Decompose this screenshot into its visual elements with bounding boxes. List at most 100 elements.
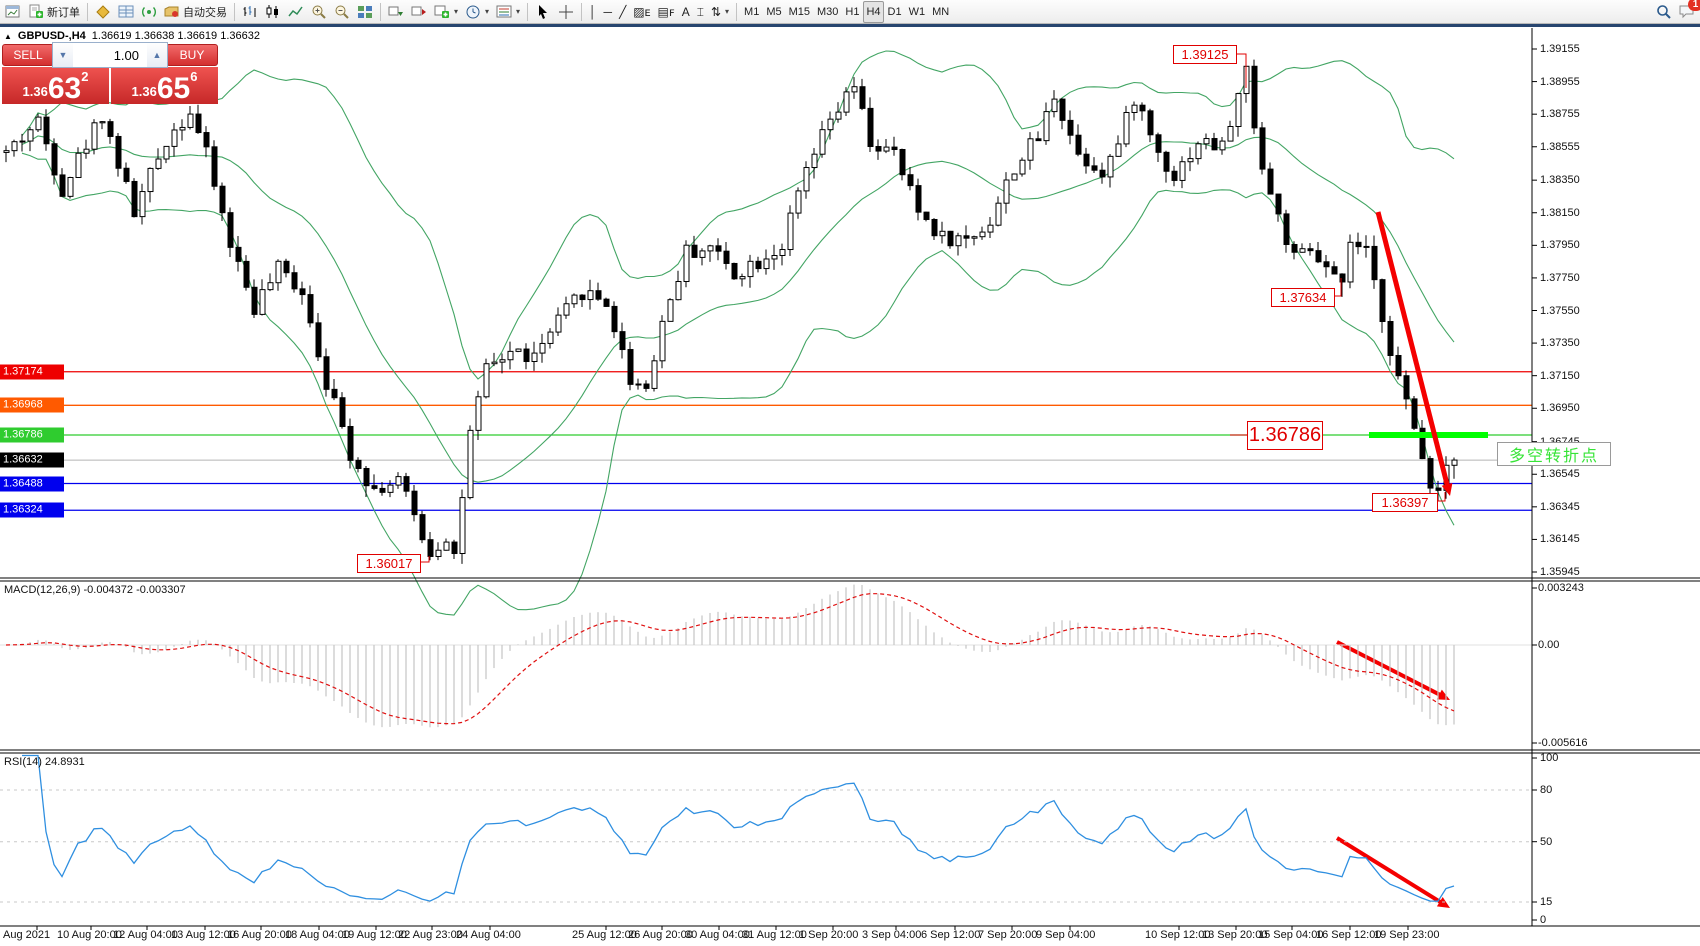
price-tag-1.36324: 1.36324 [0,502,64,518]
chart-shift-icon[interactable] [408,2,430,22]
market-watch-icon[interactable] [115,2,137,22]
timeframe-W1[interactable]: W1 [908,5,926,18]
time-label: 13 Aug 12:00 [171,929,236,941]
template-icon[interactable]: ▾ [493,2,523,22]
sell-price-sup: 2 [81,69,89,84]
panel-splitter-macd[interactable] [0,577,1700,582]
price-tick: 1.35945 [1540,566,1580,578]
macd-tick: -0.005616 [1538,737,1588,749]
buy-button[interactable]: BUY [166,44,218,66]
zoom-in-icon[interactable] [308,2,330,22]
time-label: 1 Sep 20:00 [799,929,859,941]
autotrading-button[interactable]: 自动交易 [161,2,230,22]
signal-glyph [142,6,156,17]
buy-price-button[interactable]: 1.36 65 6 [111,67,218,104]
diamond-glyph [96,4,110,19]
channel-icon[interactable]: ▨ᴇ [633,4,651,19]
text-icon[interactable]: A [681,4,690,19]
sell-price-button[interactable]: 1.36 63 2 [2,67,109,104]
sell-button[interactable]: SELL [2,44,54,66]
timeframe-M30[interactable]: M30 [817,5,839,18]
doc-glyph [29,4,43,18]
price-tick: 1.39155 [1540,43,1580,55]
candle-chart-icon[interactable] [262,2,284,22]
chartplus-glyph [434,5,449,18]
red-arrow-1[interactable] [1375,211,1453,496]
timeframe-H1[interactable]: H1 [845,5,860,18]
rsi-label: RSI(14) 24.8931 [4,756,85,768]
price-tag-1.36786: 1.36786 [0,427,64,443]
price-tag-1.37174: 1.37174 [0,364,64,380]
text-label-icon[interactable]: ⌶ [696,4,704,19]
profiles-icon[interactable]: ▾ [462,2,492,22]
trendline-icon[interactable]: ╱ [619,4,627,19]
time-label: 31 Aug 12:00 [742,929,807,941]
notifications-button[interactable]: 1 [1676,0,1700,22]
panel-splitter-rsi[interactable] [0,749,1700,754]
auto-arrange-icon[interactable] [385,2,407,22]
price-annotation-1.37634[interactable]: 1.37634 [1271,288,1335,307]
hline-icon[interactable]: ─ [603,4,613,19]
red-arrow-3[interactable] [1335,836,1450,908]
cursor-icon[interactable] [532,2,554,22]
time-label: 6 Sep 12:00 [921,929,981,941]
time-label: 10 Sep 12:00 [1145,929,1211,941]
template-glyph [496,5,512,17]
quotes-icon[interactable] [92,2,114,22]
volume-down-icon[interactable]: ▼ [53,43,73,67]
macd-label: MACD(12,26,9) -0.004372 -0.003307 [4,584,186,596]
time-label: 26 Aug 20:00 [628,929,693,941]
grid-glyph [118,5,134,17]
timeframe-H4[interactable]: H4 [863,0,884,23]
price-tick: 1.38150 [1540,206,1580,219]
price-annotation-1.36017[interactable]: 1.36017 [357,554,421,573]
timeframe-M5[interactable]: M5 [766,5,782,18]
timeframe-MN[interactable]: MN [932,5,950,18]
price-annotation-1.36786[interactable]: 1.36786 [1247,421,1323,450]
new-order-button[interactable]: 新订单 [25,2,83,22]
toolbar-separator [736,2,738,21]
timeframe-D1[interactable]: D1 [887,5,902,18]
search-button[interactable] [1653,2,1675,22]
volume-up-icon[interactable]: ▲ [147,43,167,67]
arrows-icon[interactable]: ⇅ ▾ [710,4,730,19]
chart-header: ▲ GBPUSD-,H4 1.36619 1.36638 1.36619 1.3… [4,30,260,42]
line-chart-icon[interactable] [285,2,307,22]
bar-chart-icon[interactable] [239,2,261,22]
time-label: 19 Sep 23:00 [1374,929,1440,941]
annotation-connector [1436,492,1446,502]
vline-icon[interactable]: │ [589,4,597,19]
timeframe-M1[interactable]: M1 [744,5,760,18]
time-label: 9 Sep 04:00 [1036,929,1096,941]
macd-tick: 0.00 [1538,639,1560,651]
volume-field[interactable]: ▼ 1.00 ▲ [52,42,168,68]
toolbar-separator [527,2,529,21]
collapse-chart-icon[interactable]: ▲ [4,31,12,41]
zoom-out-icon[interactable] [331,2,353,22]
clock-glyph [466,5,480,18]
rsi-tick: 15 [1540,896,1553,908]
time-label: 15 Sep 04:00 [1258,929,1324,941]
volume-value: 1.00 [113,47,139,63]
rsi-tick: 80 [1540,784,1553,796]
new-chart-icon[interactable]: ▾ [431,2,461,22]
time-label: 3 Sep 04:00 [862,929,922,941]
price-tick: 1.37150 [1540,369,1580,382]
note-annotation[interactable]: 多空转折点 [1497,442,1611,466]
timeframe-M15[interactable]: M15 [788,5,811,18]
time-label: 24 Aug 04:00 [456,929,521,941]
signals-icon[interactable] [138,2,160,22]
price-tick: 1.37750 [1540,271,1580,284]
time-label: 7 Sep 20:00 [978,929,1038,941]
fibonacci-icon[interactable]: ▤ꜰ [657,4,675,19]
time-label: 18 Aug 04:00 [285,929,350,941]
price-annotation-1.36397[interactable]: 1.36397 [1372,493,1438,512]
price-annotation-1.39125[interactable]: 1.39125 [1173,45,1237,64]
crosshair-icon[interactable] [555,2,577,22]
red-arrow-2[interactable] [1336,640,1450,700]
buy-price-small: 1.36 [131,84,157,99]
tile-windows-icon[interactable] [354,2,376,22]
chart-window-icon[interactable] [2,2,24,22]
